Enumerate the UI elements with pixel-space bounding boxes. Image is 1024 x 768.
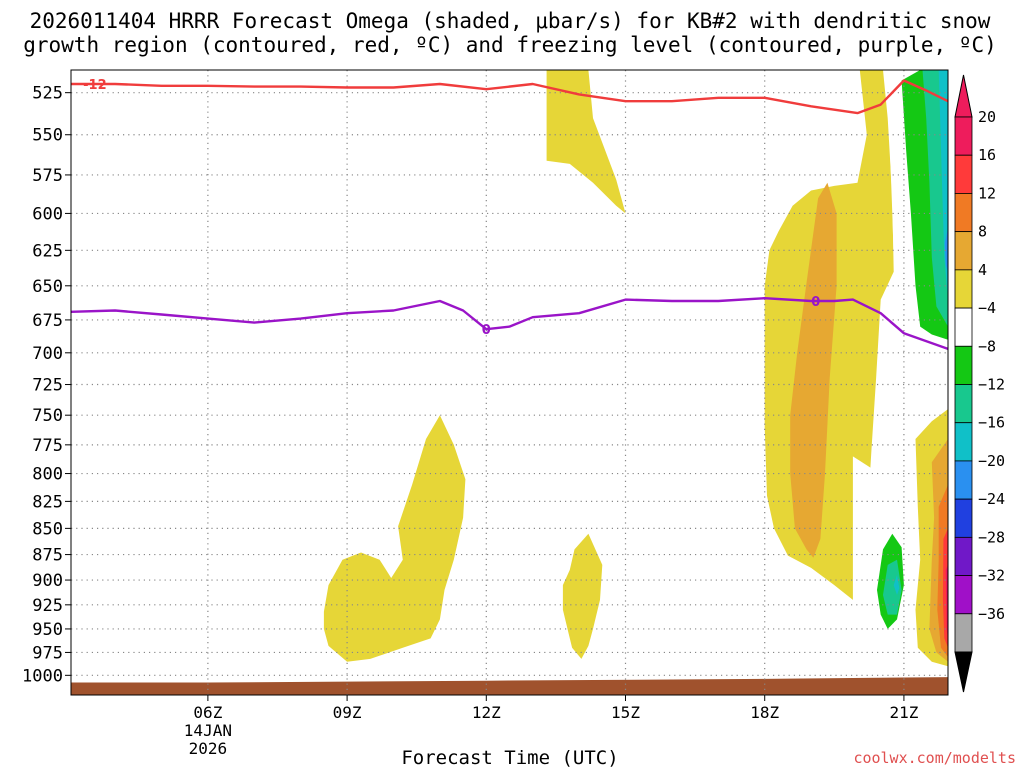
y-tick-label-1000: 1000: [22, 666, 63, 686]
colorbar-label-0: 20: [978, 108, 996, 126]
y-tick-label-625: 625: [32, 241, 63, 261]
colorbar-label-4: 4: [978, 261, 987, 279]
x-tick-label-12: 12Z: [472, 703, 501, 722]
colorbar-label-8: −16: [978, 414, 1005, 432]
omega-region-11: [893, 575, 900, 595]
y-tick-label-975: 975: [32, 643, 63, 663]
colorbar-swatch-6: [954, 345, 973, 385]
colorbar-label-13: −36: [978, 605, 1005, 623]
colorbar-label-6: −8: [978, 337, 996, 355]
colorbar-swatch-2: [954, 193, 973, 233]
omega-region-0: [546, 70, 626, 214]
omega-region-5: [562, 533, 603, 659]
y-tick-label-700: 700: [32, 344, 63, 364]
colorbar-swatch-4: [954, 269, 973, 309]
colorbar-label-2: 12: [978, 184, 996, 202]
colorbar-swatch-11: [954, 536, 973, 576]
colorbar-swatch-13: [954, 613, 973, 653]
plot-frame: [70, 69, 949, 696]
x-tick-year: 2026: [189, 739, 228, 758]
colorbar-label-11: −28: [978, 528, 1005, 546]
y-tick-label-950: 950: [32, 620, 63, 640]
omega-region-21: [945, 564, 948, 639]
x-tick-label-18: 18Z: [750, 703, 779, 722]
contour-labels: -12 0 0: [83, 78, 820, 338]
x-tick-label-9: 09Z: [333, 703, 362, 722]
ground-surface: [71, 677, 948, 695]
freezing-contour-label-1: 0: [811, 295, 820, 310]
dgz-contour-label: -12: [83, 78, 107, 93]
omega-region-4: [323, 415, 466, 662]
y-tick-label-525: 525: [32, 84, 63, 104]
colorbar-swatch-3: [954, 231, 973, 271]
omega-region-10: [883, 559, 902, 615]
colorbar-label-3: 8: [978, 223, 987, 241]
omega-region-7: [662, 585, 678, 646]
y-tick-label-800: 800: [32, 465, 63, 485]
colorbar: 20 16 12 8 4 −4 −8 −12 −16 −20 −24 −28 −32 −36: [954, 74, 1005, 693]
y-axis-ticks: 525 550 575 600 625 650 675 700 725 750 775 800 825 8…: [22, 84, 71, 686]
colorbar-label-1: 16: [978, 146, 996, 164]
omega-region-1: [675, 70, 678, 84]
freezing-contour-label-0: 0: [482, 323, 491, 338]
y-tick-label-925: 925: [32, 596, 63, 616]
temperature-contours: [71, 79, 948, 351]
x-tick-label-15: 15Z: [611, 703, 640, 722]
chart-title-line-2: growth region (contoured, red, ºC) and f…: [23, 33, 997, 57]
colorbar-swatch-5: [954, 307, 973, 347]
colorbar-swatch-0: [954, 116, 973, 156]
y-tick-label-850: 850: [32, 519, 63, 539]
x-tick-label-21: 21Z: [889, 703, 918, 722]
colorbar-label-12: −32: [978, 567, 1005, 585]
x-axis-label: Forecast Time (UTC): [401, 747, 618, 768]
colorbar-swatch-7: [954, 384, 973, 424]
y-tick-label-875: 875: [32, 546, 63, 566]
dendritic-growth-contour: [71, 79, 948, 115]
y-tick-label-675: 675: [32, 311, 63, 331]
chart-title-line-1: 2026011404 HRRR Forecast Omega (shaded, …: [30, 9, 991, 33]
credit-text: coolwx.com/modelts: [853, 749, 1016, 767]
y-tick-label-575: 575: [32, 166, 63, 186]
freezing-level-contour: [71, 297, 948, 351]
colorbar-label-10: −24: [978, 490, 1005, 508]
y-tick-label-650: 650: [32, 277, 63, 297]
ground-polygon: [71, 677, 948, 695]
colorbar-swatch-8: [954, 422, 973, 462]
y-tick-label-775: 775: [32, 436, 63, 456]
colorbar-label-9: −20: [978, 452, 1005, 470]
colorbar-label-5: −4: [978, 299, 996, 317]
colorbar-bottom-triangle: [954, 651, 973, 693]
y-tick-label-550: 550: [32, 126, 63, 146]
colorbar-swatch-12: [954, 575, 973, 615]
colorbar-swatch-9: [954, 460, 973, 500]
colorbar-swatch-10: [954, 498, 973, 538]
y-tick-label-725: 725: [32, 376, 63, 396]
y-tick-label-825: 825: [32, 492, 63, 512]
omega-region-3: [790, 182, 837, 558]
y-tick-label-600: 600: [32, 204, 63, 224]
x-tick-date: 14JAN: [184, 721, 232, 740]
omega-region-16: [944, 228, 948, 272]
x-tick-label-6: 06Z: [193, 703, 222, 722]
colorbar-swatch-1: [954, 154, 973, 194]
y-tick-label-900: 900: [32, 571, 63, 591]
colorbar-label-7: −12: [978, 376, 1005, 394]
colorbar-top-triangle: [954, 74, 973, 118]
y-tick-label-750: 750: [32, 406, 63, 426]
omega-region-6: [341, 326, 361, 463]
